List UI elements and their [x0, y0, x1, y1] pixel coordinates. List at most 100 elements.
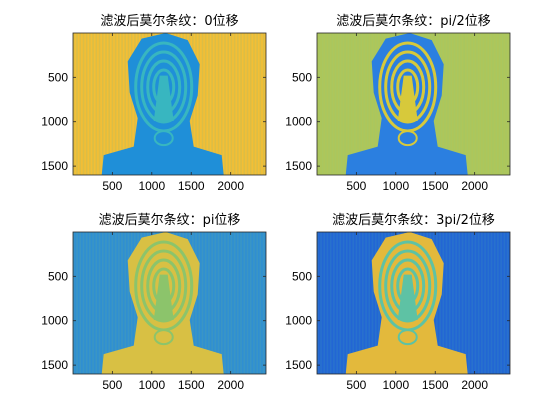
fringe-stripe [349, 232, 351, 374]
fringe-stripe [76, 33, 78, 175]
mouth-fringe [397, 130, 418, 147]
subplot-title: 滤波后莫尔条纹：pi位移 [99, 212, 241, 228]
fringe-stripe [256, 232, 258, 374]
fringe-stripe [230, 232, 233, 374]
x-tick-label: 1500 [178, 378, 205, 392]
fringe-stripe [455, 232, 457, 374]
fringe-stripe [365, 33, 367, 175]
fringe-stripe [79, 232, 82, 374]
axes-frame [72, 231, 267, 375]
fringe-stripe [82, 33, 85, 175]
fringe-stripe [323, 232, 326, 374]
fringe-stripe [262, 232, 265, 374]
fringe-stripe [121, 232, 123, 374]
nose-fringe [397, 75, 418, 122]
fringe-stripe [92, 232, 94, 374]
subplot-title: 滤波后莫尔条纹：pi/2位移 [336, 13, 491, 29]
fringe-stripe [448, 232, 451, 374]
fringe-stripe [121, 33, 123, 175]
x-tick-label: 2000 [461, 378, 488, 392]
fringe-stripe [118, 33, 120, 175]
fringe-stripe [336, 232, 338, 374]
fringe-stripe [85, 232, 88, 374]
subplot-4: 滤波后莫尔条纹：3pi/2位移 500 1000 1500 2000 500 1000 150… [285, 212, 511, 392]
fringe-stripe [358, 33, 361, 175]
fringe-stripe [240, 33, 242, 175]
fringe-stripe [368, 232, 371, 374]
fringe-stripe [326, 33, 329, 175]
fringe-stripe [349, 33, 351, 175]
fringe-stripe [124, 232, 127, 374]
y-tick-label: 500 [292, 269, 312, 283]
fringe-stripe [101, 232, 104, 374]
fringe-stripe [89, 232, 91, 374]
mouth-fringe [153, 329, 174, 346]
x-tick-label: 1500 [422, 378, 449, 392]
fringe-stripe [481, 33, 483, 175]
fringe-stripe [73, 33, 75, 175]
fringe-stripe [211, 33, 213, 175]
x-tick-label: 1000 [382, 179, 409, 193]
fringe-stripe [345, 232, 348, 374]
fringe-stripe [224, 33, 226, 175]
y-tick-label: 500 [48, 70, 68, 84]
fringe-stripe [85, 33, 88, 175]
fringe-stripe [227, 33, 230, 175]
x-tick-label: 500 [102, 179, 122, 193]
subplot-3: 滤波后莫尔条纹：pi位移 500 1000 1500 2000 500 1000 1500 [41, 212, 267, 392]
fringe-stripe [249, 33, 252, 175]
fringe-image [317, 232, 510, 374]
fringe-stripe [259, 33, 262, 175]
fringe-stripe [506, 33, 509, 175]
fringe-stripe [317, 33, 319, 175]
fringe-stripe [477, 232, 480, 374]
fringe-stripe [448, 33, 451, 175]
x-tick-label: 2000 [461, 179, 488, 193]
y-tick-label: 1000 [41, 314, 68, 328]
fringe-stripe [326, 232, 329, 374]
fringe-stripe [362, 232, 364, 374]
fringe-stripe [240, 232, 242, 374]
fringe-stripe [490, 232, 493, 374]
fringe-stripe [233, 232, 236, 374]
fringe-stripe [374, 33, 377, 175]
mouth-fringe [153, 130, 174, 147]
face-fringe-band [140, 50, 188, 124]
fringe-stripe [497, 232, 499, 374]
x-tick-label: 2000 [217, 179, 244, 193]
fringe-stripe [211, 232, 213, 374]
fringe-stripe [217, 232, 220, 374]
fringe-stripe [233, 33, 236, 175]
fringe-stripe [329, 33, 332, 175]
subplot-1: 滤波后莫尔条纹：0位移 500 1000 1500 2000 500 1000 1500 [41, 13, 267, 193]
fringe-stripe [342, 232, 345, 374]
fringe-stripe [201, 33, 204, 175]
fringe-stripe [442, 33, 445, 175]
fringe-stripe [371, 232, 374, 374]
x-tick-label: 1500 [422, 179, 449, 193]
fringe-stripe [468, 33, 470, 175]
subplot-title: 滤波后莫尔条纹：0位移 [100, 13, 238, 29]
fringe-stripe [108, 33, 110, 175]
fringe-stripe [362, 33, 364, 175]
x-tick-label: 2000 [217, 378, 244, 392]
fringe-stripe [253, 33, 255, 175]
fringe-stripe [461, 232, 464, 374]
fringe-stripe [336, 33, 338, 175]
fringe-stripe [345, 33, 348, 175]
nose-fringe [153, 75, 174, 122]
fringe-stripe [320, 232, 322, 374]
fringe-image [317, 33, 510, 175]
fringe-stripe [358, 232, 361, 374]
fringe-stripe [195, 33, 197, 175]
fringe-stripe [445, 33, 448, 175]
fringe-stripe [98, 232, 101, 374]
fringe-stripe [455, 33, 457, 175]
fringe-stripe [352, 33, 354, 175]
fringe-stripe [259, 232, 262, 374]
nose-fringe [397, 274, 418, 321]
y-tick-label: 1000 [285, 115, 312, 129]
fringe-stripe [471, 33, 474, 175]
fringe-stripe [227, 232, 230, 374]
fringe-stripe [214, 232, 217, 374]
